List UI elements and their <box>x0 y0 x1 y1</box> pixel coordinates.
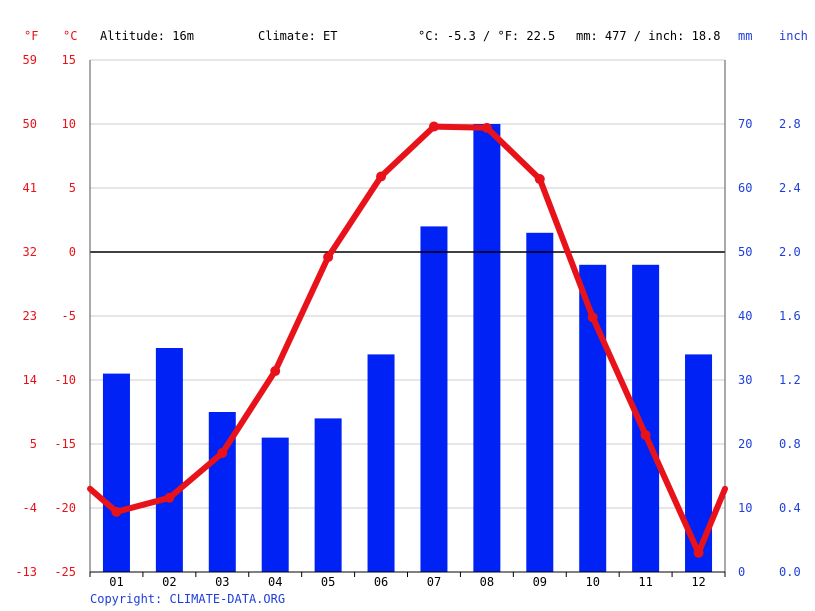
y-tick-label-celsius: 15 <box>62 53 76 67</box>
y-tick-label-mm: 70 <box>738 117 752 131</box>
y-tick-label-inch: 0.0 <box>779 565 801 579</box>
temperature-point <box>323 252 334 263</box>
y-tick-label-fahrenheit: 14 <box>23 373 37 387</box>
y-tick-label-celsius: -5 <box>62 309 76 323</box>
unit-celsius-label: °C <box>63 29 77 43</box>
x-tick-label: 10 <box>585 575 599 589</box>
y-tick-label-inch: 0.8 <box>779 437 801 451</box>
y-tick-label-mm: 10 <box>738 501 752 515</box>
unit-fahrenheit-label: °F <box>24 29 38 43</box>
y-tick-label-inch: 2.0 <box>779 245 801 259</box>
temperature-line <box>87 121 728 558</box>
y-tick-label-celsius: -15 <box>54 437 76 451</box>
altitude-label: Altitude: 16m <box>100 29 194 43</box>
y-tick-label-mm: 60 <box>738 181 752 195</box>
temperature-point <box>587 312 598 323</box>
y-tick-label-celsius: 5 <box>69 181 76 195</box>
y-tick-label-celsius: 0 <box>69 245 76 259</box>
y-tick-label-fahrenheit: -13 <box>15 565 37 579</box>
y-tick-label-celsius: -10 <box>54 373 76 387</box>
precipitation-bar <box>367 354 395 572</box>
y-tick-label-fahrenheit: 41 <box>23 181 37 195</box>
y-tick-label-mm: 0 <box>738 565 745 579</box>
x-tick-label: 11 <box>638 575 652 589</box>
temperature-point <box>376 171 387 182</box>
temperature-summary: °C: -5.3 / °F: 22.5 <box>418 29 555 43</box>
y-tick-labels: 59 15 50 10 41 5 32 0 23 -5 14 -10 5 -15 -4 -20 -13 -25 70… <box>15 53 800 579</box>
temperature-point <box>640 430 651 441</box>
precipitation-summary: mm: 477 / inch: 18.8 <box>576 29 721 43</box>
precipitation-bar <box>526 232 554 573</box>
y-tick-label-mm: 20 <box>738 437 752 451</box>
temperature-series-line <box>87 123 728 556</box>
y-tick-label-mm: 30 <box>738 373 752 387</box>
temperature-point <box>217 447 228 458</box>
x-tick-label: 09 <box>533 575 547 589</box>
y-tick-label-inch: 1.6 <box>779 309 801 323</box>
y-tick-label-fahrenheit: 23 <box>23 309 37 323</box>
y-tick-label-mm: 40 <box>738 309 752 323</box>
temperature-point <box>534 174 545 185</box>
y-tick-label-celsius: -20 <box>54 501 76 515</box>
y-tick-label-fahrenheit: -4 <box>23 501 37 515</box>
climate-label: Climate: ET <box>258 29 337 43</box>
unit-inch-label: inch <box>779 29 808 43</box>
x-tick-label: 03 <box>215 575 229 589</box>
precipitation-bar <box>102 373 130 572</box>
x-tick-label: 02 <box>162 575 176 589</box>
y-tick-label-fahrenheit: 50 <box>23 117 37 131</box>
y-tick-label-fahrenheit: 5 <box>30 437 37 451</box>
y-tick-label-mm: 50 <box>738 245 752 259</box>
precipitation-bar <box>261 437 289 572</box>
temperature-point <box>481 122 492 133</box>
y-tick-label-inch: 1.2 <box>779 373 801 387</box>
precipitation-bar <box>420 226 448 572</box>
temperature-point <box>164 492 175 503</box>
x-tick-labels: 01 02 03 04 05 06 07 08 09 10 11 12 <box>109 575 706 589</box>
y-tick-label-fahrenheit: 59 <box>23 53 37 67</box>
x-tick-label: 08 <box>480 575 494 589</box>
temperature-point <box>111 506 122 517</box>
axes <box>89 60 726 577</box>
y-tick-label-celsius: 10 <box>62 117 76 131</box>
x-tick-label: 04 <box>268 575 282 589</box>
x-tick-label: 05 <box>321 575 335 589</box>
precipitation-bar <box>155 348 183 572</box>
y-tick-label-fahrenheit: 32 <box>23 245 37 259</box>
precipitation-bars <box>102 124 713 573</box>
unit-mm-label: mm <box>738 29 752 43</box>
precipitation-bar <box>314 418 342 572</box>
y-tick-label-inch: 2.4 <box>779 181 801 195</box>
x-tick-label: 01 <box>109 575 123 589</box>
grid-lines <box>90 59 725 573</box>
temperature-point <box>693 547 704 558</box>
y-tick-label-inch: 0.4 <box>779 501 801 515</box>
y-tick-label-inch: 2.8 <box>779 117 801 131</box>
x-tick-label: 12 <box>691 575 705 589</box>
x-tick-label: 06 <box>374 575 388 589</box>
y-tick-label-celsius: -25 <box>54 565 76 579</box>
copyright-label: Copyright: CLIMATE-DATA.ORG <box>90 592 285 606</box>
temperature-point <box>270 366 281 377</box>
x-tick-label: 07 <box>427 575 441 589</box>
temperature-point <box>428 121 439 132</box>
precipitation-bar <box>473 124 501 572</box>
precipitation-bar <box>685 354 713 572</box>
